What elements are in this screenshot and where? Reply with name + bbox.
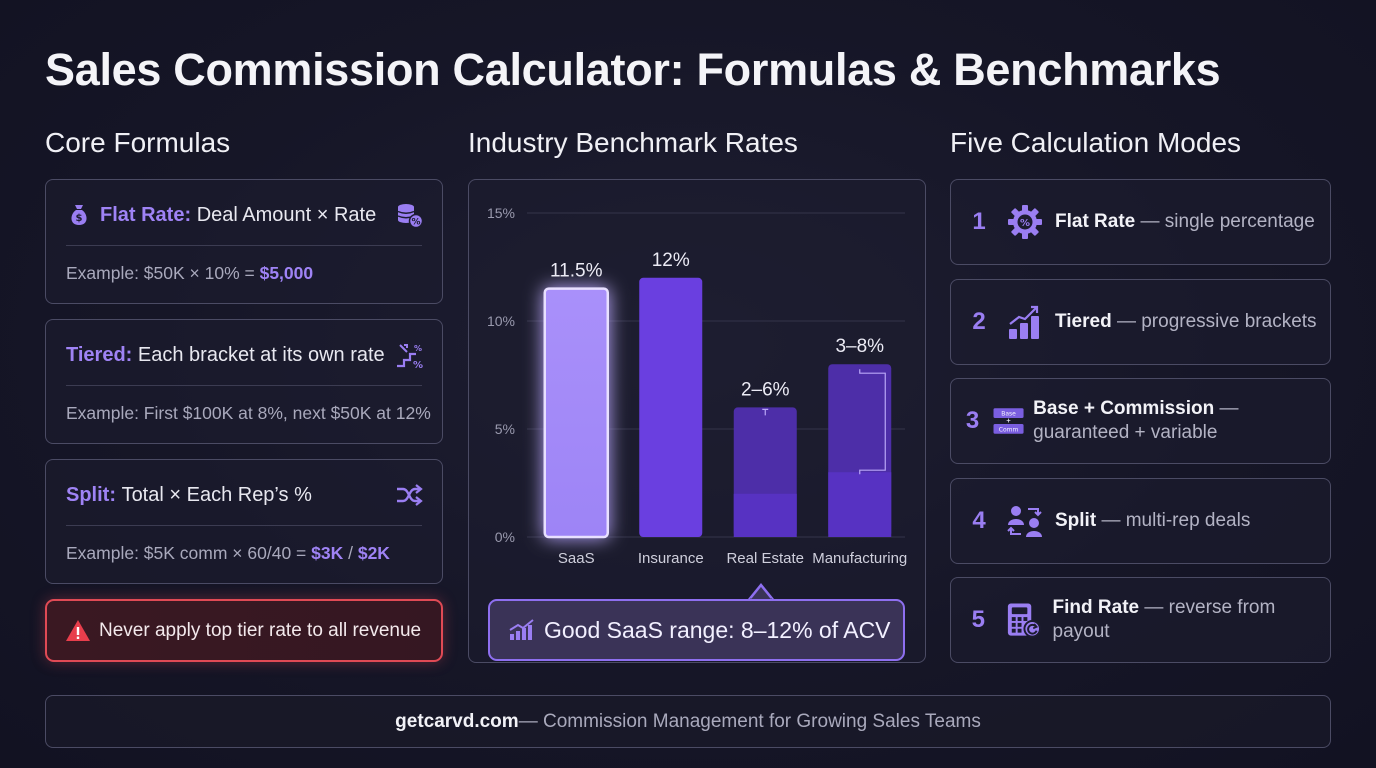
icon-label-base: Base [1001, 411, 1016, 418]
x-tick-label: Real Estate [726, 550, 804, 567]
warning-banner: Never apply top tier rate to all revenue [45, 599, 443, 662]
x-tick-label: Manufacturing [812, 550, 907, 567]
formula-card-tiered: Tiered: Each bracket at its own rate % %… [45, 319, 443, 444]
formula-card-flat-rate: $ Flat Rate: Deal Amount × Rate % Exampl… [45, 179, 443, 304]
x-tick-label: Insurance [638, 550, 704, 567]
rising-bars-icon [1009, 305, 1039, 339]
mode-number: 4 [972, 507, 986, 534]
benchmark-chart-panel: 0% 5% 10% 15% 11.5% SaaS 12% Insurance 2–6% Real… [468, 179, 926, 663]
footer-tagline: — Commission Management for Growing Sale… [518, 710, 981, 732]
card-divider [66, 245, 422, 246]
y-tick-label: 5% [495, 421, 515, 437]
warning-icon [66, 619, 90, 641]
data-label: 3–8% [835, 336, 884, 357]
page-title: Sales Commission Calculator: Formulas & … [45, 44, 1221, 95]
mode-number: 3 [965, 407, 980, 434]
formula-name: Flat Rate: [100, 203, 192, 226]
svg-text:%: % [1020, 218, 1030, 229]
formula-card-split: Split: Total × Each Rep’s % Example: $5K… [45, 459, 443, 584]
data-label: 2–6% [741, 379, 790, 400]
benchmark-heading: Industry Benchmark Rates [468, 127, 798, 158]
coins-percent-icon: % [397, 204, 424, 229]
core-formulas-heading: Core Formulas [45, 127, 231, 158]
mode-text: Tiered — progressive brackets [1055, 311, 1317, 332]
benchmark-bar-chart: 0% 5% 10% 15% 11.5% SaaS 12% Insurance 2–6% Real… [487, 205, 907, 567]
warning-text: Never apply top tier rate to all revenue [99, 619, 422, 641]
mode-text: Find Rate — reverse from payout [1052, 597, 1276, 642]
svg-text:%: % [411, 218, 420, 228]
formula-example: Example: $5K comm × 60/40 = $3K / $2K [66, 543, 390, 563]
icon-label-comm: Comm [999, 427, 1019, 434]
mode-text: Split — multi-rep deals [1055, 510, 1251, 531]
callout-text: Good SaaS range: 8–12% of ACV [544, 616, 891, 643]
formula-example: Example: $50K × 10% = $5,000 [66, 263, 314, 283]
range-bracket [859, 369, 886, 475]
range-marker [762, 408, 769, 416]
mode-text: Flat Rate — single percentage [1055, 211, 1315, 232]
mode-card-find-rate: 5 Find Rate — reverse from payout [950, 577, 1331, 663]
gear-percent-icon: % [1008, 205, 1042, 239]
svg-text:$: $ [76, 213, 83, 224]
mode-card-split: 4 Split — multi-rep deals [950, 478, 1331, 564]
mode-text: Base + Commission — guaranteed + variabl… [1033, 398, 1239, 443]
modes-heading: Five Calculation Modes [950, 127, 1242, 158]
mode-number: 2 [972, 308, 986, 335]
formula-description: Total × Each Rep’s % [121, 483, 312, 506]
bar-insurance [639, 277, 703, 537]
calculator-reverse-icon [1007, 603, 1041, 638]
mode-number: 1 [972, 208, 986, 235]
y-tick-label: 10% [487, 313, 515, 329]
money-bag-icon: $ [71, 205, 87, 225]
card-divider [66, 385, 422, 386]
formula-description: Each bracket at its own rate [137, 343, 385, 366]
mode-card-flat-rate: 1 % Flat Rate — single percentage [950, 179, 1331, 265]
y-tick-label: 0% [495, 529, 515, 545]
base-commission-icon: Base + Comm [993, 408, 1024, 434]
bar-base-real-estate [733, 493, 797, 537]
bar-base-manufacturing [828, 472, 892, 537]
formula-example: Example: First $100K at 8%, next $50K at… [66, 403, 431, 423]
data-label: 11.5% [550, 261, 603, 282]
saas-range-callout: Good SaaS range: 8–12% of ACV [488, 599, 905, 661]
mode-number: 5 [971, 606, 985, 633]
formula-name: Tiered: [66, 343, 133, 366]
footer-brand[interactable]: getcarvd.com [395, 710, 519, 732]
tier-steps-icon: % % [397, 344, 423, 370]
x-tick-label: SaaS [558, 550, 595, 567]
icon-label-plus: + [1006, 418, 1011, 425]
card-divider [66, 525, 422, 526]
split-reps-icon [1007, 506, 1042, 537]
trend-chart-icon [509, 619, 534, 640]
mode-card-base-commission: 3 Base + Comm Base + Commission — guaran… [950, 378, 1331, 464]
bar-saas [543, 287, 609, 539]
footer-bar: getcarvd.com — Commission Management for… [45, 695, 1331, 748]
y-tick-label: 15% [487, 205, 515, 221]
shuffle-icon [397, 484, 423, 506]
formula-description: Deal Amount × Rate [196, 203, 377, 226]
formula-name: Split: [66, 483, 116, 506]
svg-text:%: % [414, 344, 422, 353]
data-label: 12% [652, 250, 690, 271]
mode-card-tiered: 2 Tiered — progressive brackets [950, 279, 1331, 365]
svg-text:%: % [413, 360, 423, 370]
